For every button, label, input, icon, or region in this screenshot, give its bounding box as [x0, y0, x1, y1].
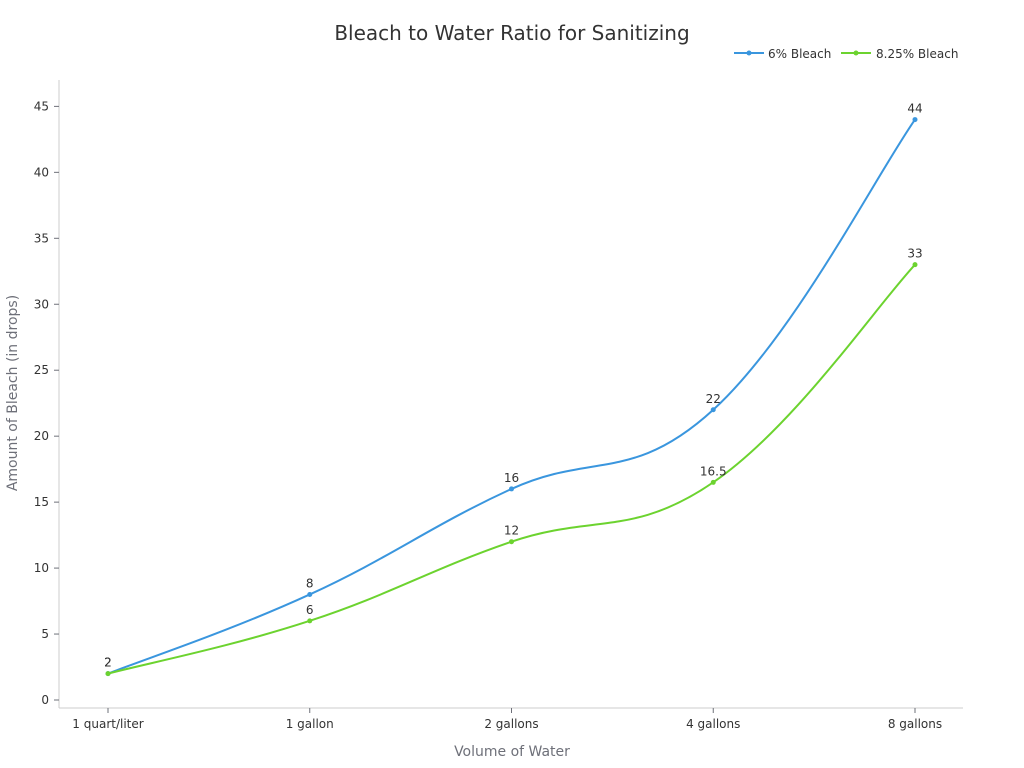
x-tick-label: 8 gallons: [888, 717, 942, 731]
y-tick-label: 35: [34, 231, 49, 245]
data-label: 2: [104, 656, 112, 670]
y-tick-label: 45: [34, 99, 49, 113]
legend-label-6-percent-bleach: 6% Bleach: [768, 47, 831, 61]
data-label: 6: [306, 603, 314, 617]
data-point[interactable]: [307, 591, 313, 597]
x-tick-label: 4 gallons: [686, 717, 740, 731]
data-point[interactable]: [307, 618, 313, 624]
y-tick-label: 25: [34, 363, 49, 377]
x-tick-label: 2 gallons: [484, 717, 538, 731]
data-label: 22: [706, 392, 721, 406]
legend-item-6-percent-bleach[interactable]: 6% Bleach: [734, 47, 831, 61]
data-label: 44: [907, 102, 922, 116]
data-point[interactable]: [912, 117, 918, 123]
data-point[interactable]: [509, 539, 514, 545]
y-tick-label: 20: [34, 429, 49, 443]
x-tick-label: 1 gallon: [286, 717, 334, 731]
data-label: 8: [306, 576, 314, 590]
data-point[interactable]: [912, 262, 918, 268]
x-axis-title: Volume of Water: [454, 744, 570, 760]
data-label: 16.5: [700, 464, 727, 478]
y-tick-label: 0: [41, 693, 49, 707]
data-label: 16: [504, 471, 519, 485]
legend: 6% Bleach 8.25% Bleach: [734, 47, 958, 61]
legend-label-8-25-percent-bleach: 8.25% Bleach: [876, 47, 958, 61]
y-tick-label: 5: [41, 627, 49, 641]
data-point[interactable]: [105, 671, 111, 677]
chart-title: Bleach to Water Ratio for Sanitizing: [334, 21, 689, 45]
data-label: 33: [907, 247, 922, 261]
data-point[interactable]: [710, 479, 716, 485]
data-label: 2: [104, 656, 112, 670]
x-tick-label: 1 quart/liter: [72, 717, 143, 731]
series-6-percent-bleach: 2 8 16 22 44: [104, 102, 923, 677]
y-tick-label: 15: [34, 495, 49, 509]
y-axis-ticks: 0 5 10 15 20 25 30 35 40 45: [34, 99, 59, 707]
y-tick-label: 40: [34, 165, 49, 179]
legend-item-8-25-percent-bleach[interactable]: 8.25% Bleach: [841, 47, 958, 61]
x-axis-ticks: 1 quart/liter 1 gallon 2 gallons 4 gallons 8…: [72, 708, 942, 731]
data-label: 12: [504, 524, 519, 538]
series-8-25-percent-bleach: 2 6 12 16.5 33: [104, 247, 923, 677]
data-point[interactable]: [710, 407, 716, 413]
data-point[interactable]: [509, 486, 514, 492]
y-tick-label: 30: [34, 297, 49, 311]
y-axis-title: Amount of Bleach (in drops): [5, 295, 21, 491]
series-line: [107, 264, 916, 675]
series-line: [107, 119, 916, 675]
y-tick-label: 10: [34, 561, 49, 575]
